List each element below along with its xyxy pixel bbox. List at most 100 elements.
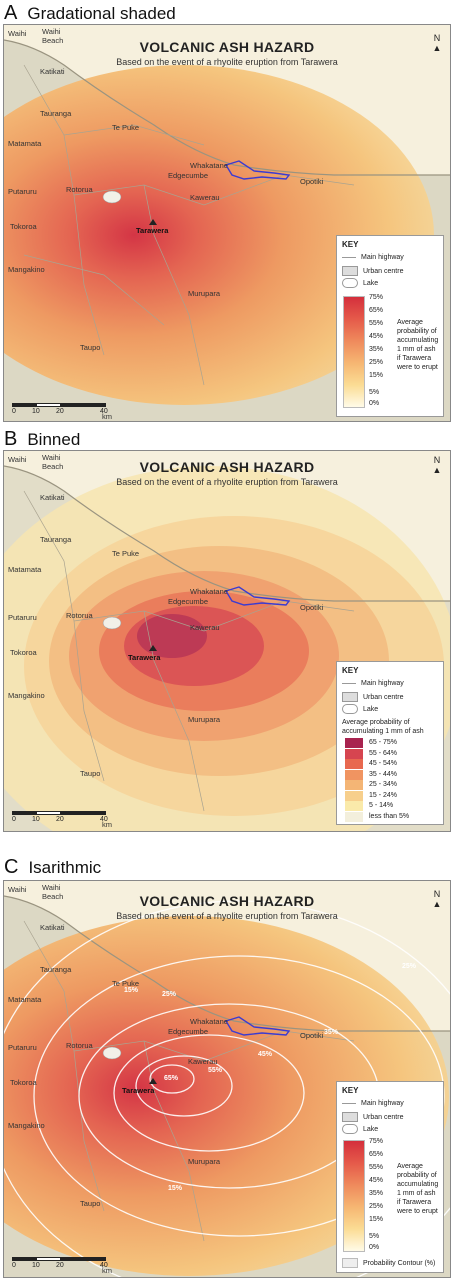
contour-label: 25% bbox=[162, 991, 177, 998]
panel-title: Binned bbox=[27, 430, 81, 449]
place-waihi-beach-2: Beach bbox=[42, 36, 64, 45]
legend-tick: 75% bbox=[369, 1138, 384, 1145]
place-mangakino: Mangakino bbox=[8, 691, 45, 700]
place-tokoroa: Tokoroa bbox=[10, 222, 37, 231]
legend-tick: 15% bbox=[369, 1216, 384, 1223]
legend-tick: 5% bbox=[369, 389, 380, 396]
place-kawerau: Kawerau bbox=[190, 193, 220, 202]
place-waihi: Waihi bbox=[8, 455, 27, 464]
place-mangakino: Mangakino bbox=[8, 1121, 45, 1130]
north-arrow-icon: N ▲ bbox=[432, 889, 442, 909]
place-tauranga: Tauranga bbox=[40, 965, 72, 974]
legend-urban: Urban centre bbox=[342, 692, 403, 702]
place-putaruru: Putaruru bbox=[8, 187, 37, 196]
map-subtitle: Based on the event of a rhyolite eruptio… bbox=[116, 57, 338, 67]
legend-tick: 45% bbox=[369, 1177, 384, 1184]
legend-bin-swatch bbox=[345, 780, 363, 790]
map-gradational: VOLCANIC ASH HAZARD Based on the event o… bbox=[3, 24, 451, 422]
scale-0: 0 bbox=[12, 816, 16, 823]
place-opotiki: Opotiki bbox=[300, 1031, 324, 1040]
place-rotorua: Rotorua bbox=[66, 1041, 93, 1050]
legend-highway: Main highway bbox=[342, 254, 404, 261]
legend-bin-swatch bbox=[345, 738, 363, 748]
panel-c-label: C Isarithmic bbox=[4, 856, 101, 879]
legend-tick: 45% bbox=[369, 333, 384, 340]
place-tarawera: Tarawera bbox=[128, 653, 161, 662]
scale-bar: 0 10 20 40 bbox=[12, 403, 112, 419]
place-waihi-beach: Waihi Beach bbox=[42, 453, 63, 471]
place-edgecumbe: Edgecumbe bbox=[168, 597, 209, 606]
scale-0: 0 bbox=[12, 1262, 16, 1269]
legend-bin-swatch bbox=[345, 769, 363, 780]
place-waihi-beach-2: Beach bbox=[42, 892, 64, 901]
place-opotiki: Opotiki bbox=[300, 603, 324, 612]
legend-highway-label: Main highway bbox=[361, 1100, 404, 1107]
legend-lake-label: Lake bbox=[363, 279, 379, 287]
place-te-puke: Te Puke bbox=[112, 549, 140, 558]
scale-0: 0 bbox=[12, 408, 16, 415]
north-label: N bbox=[433, 889, 441, 899]
place-murupara: Murupara bbox=[188, 289, 221, 298]
place-kawerau: Kawerau bbox=[188, 1057, 218, 1066]
legend-lake-label: Lake bbox=[363, 1125, 379, 1133]
legend-contour: Probability Contour (%) bbox=[342, 1258, 435, 1268]
place-opotiki: Opotiki bbox=[300, 177, 324, 186]
legend-bin-label: 45 - 54% bbox=[369, 760, 398, 767]
north-label: N bbox=[433, 455, 441, 465]
legend-urban: Urban centre bbox=[342, 266, 403, 276]
legend-bin-label: 25 - 34% bbox=[369, 781, 398, 788]
panel-b-label: B Binned bbox=[4, 428, 80, 451]
place-waihi: Waihi bbox=[8, 29, 27, 38]
contour-label: 35% bbox=[324, 1029, 339, 1036]
place-edgecumbe: Edgecumbe bbox=[168, 1027, 209, 1036]
legend-title: KEY bbox=[342, 240, 359, 249]
scale-bar: 0 10 20 40 bbox=[12, 811, 112, 827]
legend-desc-line: Average bbox=[397, 319, 423, 326]
legend-desc-line: Average bbox=[397, 1163, 423, 1170]
place-rotorua: Rotorua bbox=[66, 611, 93, 620]
place-waihi-beach-1: Waihi bbox=[42, 27, 61, 36]
contour-label: 45% bbox=[258, 1051, 273, 1058]
place-katikati: Katikati bbox=[40, 67, 65, 76]
place-whakatane: Whakatane bbox=[190, 1017, 228, 1026]
legend-tick: 55% bbox=[369, 1164, 384, 1171]
legend-bin-swatch bbox=[345, 748, 363, 759]
place-waihi-beach: Waihi Beach bbox=[42, 883, 63, 901]
legend-bin-label: 65 - 75% bbox=[369, 739, 398, 746]
scale-20: 20 bbox=[56, 408, 64, 415]
legend-lake: Lake bbox=[342, 1124, 378, 1134]
scale-unit: km bbox=[102, 1266, 112, 1275]
place-te-puke: Te Puke bbox=[112, 979, 140, 988]
north-arrow-icon: N ▲ bbox=[432, 455, 442, 475]
scale-20: 20 bbox=[56, 816, 64, 823]
place-taupo: Taupo bbox=[80, 1199, 101, 1208]
legend-desc-line: probability of bbox=[397, 328, 437, 335]
legend-tick: 15% bbox=[369, 372, 384, 379]
legend-tick: 35% bbox=[369, 1190, 384, 1197]
legend-desc-line: probability of bbox=[397, 1172, 437, 1179]
scale-unit: km bbox=[102, 820, 112, 829]
legend-desc: Average probability of accumulating 1 mm… bbox=[397, 318, 438, 372]
place-katikati: Katikati bbox=[40, 923, 65, 932]
legend-urban: Urban centre bbox=[342, 1112, 403, 1122]
legend-bin-label: 5 - 14% bbox=[369, 802, 394, 809]
legend-highway-label: Main highway bbox=[361, 254, 404, 261]
legend: KEY Main highway Urban centre Lake 75% 6… bbox=[336, 1081, 444, 1273]
place-taupo: Taupo bbox=[80, 769, 101, 778]
contour-label: 15% bbox=[124, 987, 139, 994]
scale-10: 10 bbox=[32, 408, 40, 415]
map-title: VOLCANIC ASH HAZARD bbox=[139, 893, 315, 909]
place-waihi-beach-1: Waihi bbox=[42, 453, 61, 462]
map-title: VOLCANIC ASH HAZARD bbox=[139, 39, 315, 55]
scale-40: 40 bbox=[100, 816, 108, 823]
contour-label: 15% bbox=[168, 1185, 183, 1192]
place-waihi: Waihi bbox=[8, 885, 27, 894]
place-kawerau: Kawerau bbox=[190, 623, 220, 632]
place-putaruru: Putaruru bbox=[8, 613, 37, 622]
legend-tick: 35% bbox=[369, 346, 384, 353]
scale-10: 10 bbox=[32, 1262, 40, 1269]
legend: KEY Main highway Urban centre Lake 75% 6… bbox=[336, 235, 444, 417]
place-tauranga: Tauranga bbox=[40, 535, 72, 544]
scale-40: 40 bbox=[100, 1262, 108, 1269]
legend-tick: 25% bbox=[369, 359, 384, 366]
